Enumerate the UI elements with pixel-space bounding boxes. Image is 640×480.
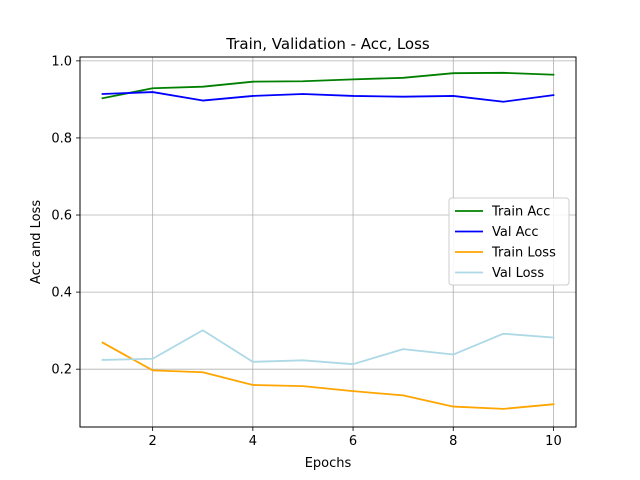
- x-tick-label: 2: [149, 434, 157, 449]
- axis-ticks: 2 4 6 8 10 0.2 0.4 0.6 0.8 1.0: [51, 54, 561, 449]
- y-tick-label: 1.0: [51, 54, 72, 69]
- x-tick-label: 8: [449, 434, 457, 449]
- x-tick-label: 10: [545, 434, 562, 449]
- x-tick-label: 6: [349, 434, 357, 449]
- grid-lines: [80, 57, 576, 427]
- series-line-train-loss: [101, 341, 555, 410]
- legend-box: [448, 197, 570, 286]
- legend-label-train-acc: Train Acc: [491, 205, 550, 220]
- y-tick-label: 0.8: [51, 131, 72, 146]
- plot-frame: [79, 56, 577, 428]
- series-line-train-acc: [101, 71, 555, 100]
- legend-label-train-loss: Train Loss: [491, 246, 556, 261]
- legend-label-val-acc: Val Acc: [492, 225, 539, 240]
- y-axis-label: Acc and Loss: [29, 200, 44, 284]
- series-line-val-loss: [101, 329, 555, 366]
- x-tick-label: 4: [249, 434, 257, 449]
- x-axis-label: Epochs: [305, 456, 352, 471]
- series-line-val-acc: [101, 91, 555, 103]
- y-tick-label: 0.6: [51, 209, 72, 224]
- legend-label-val-loss: Val Loss: [492, 266, 544, 281]
- legend: Train Acc Val Acc Train Loss Val Loss: [448, 197, 570, 286]
- series-lines: [101, 71, 555, 410]
- y-tick-label: 0.4: [51, 286, 72, 301]
- chart-title: Train, Validation - Acc, Loss: [225, 35, 430, 53]
- y-tick-label: 0.2: [51, 363, 72, 378]
